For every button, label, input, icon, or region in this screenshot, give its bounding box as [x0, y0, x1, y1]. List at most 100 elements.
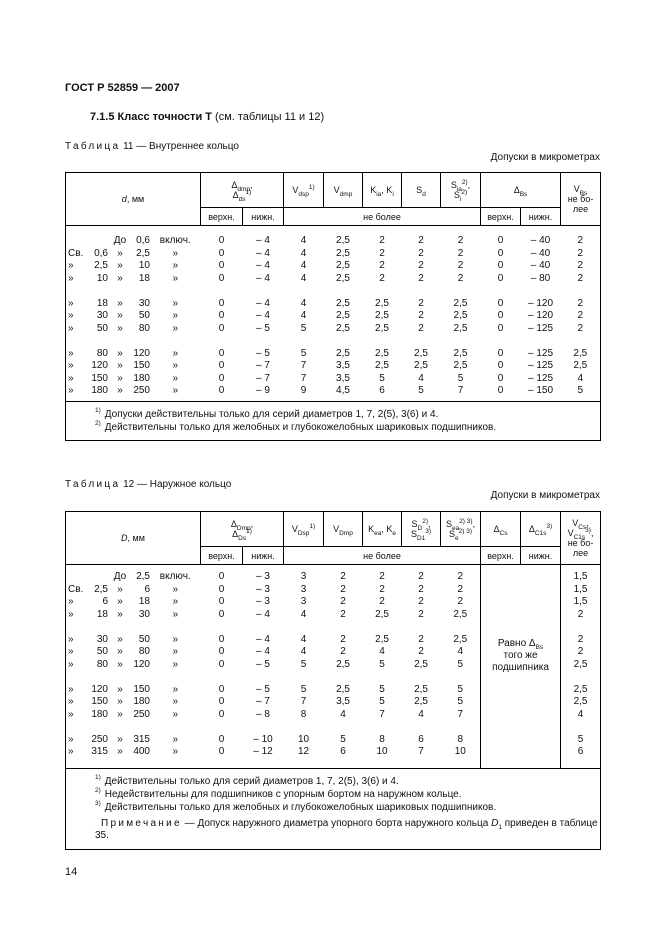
value-cell: 5: [457, 372, 464, 384]
value-cell: 2: [457, 571, 464, 582]
superscript: 3): [585, 527, 591, 534]
subscript: C1s: [534, 529, 547, 537]
value-cell: 0: [218, 746, 225, 757]
footnote-mark: 2): [95, 420, 101, 428]
subscript: Cs: [578, 523, 587, 531]
cell-line: SD13): [402, 528, 440, 541]
text: ,: [467, 180, 471, 190]
size-part: 50: [96, 646, 108, 657]
size-part: »: [117, 696, 123, 707]
size-part: »: [117, 583, 123, 595]
size-part: 30: [138, 608, 150, 620]
size-part: »: [172, 733, 179, 745]
data-row: » 30 » 50 » 0 – 4 4 2,5 2,5 2 2,5 0 – 120 2: [66, 310, 601, 323]
value-cell: – 3: [256, 571, 270, 582]
value-cell: 3,5: [336, 360, 350, 371]
value-cell: 0: [497, 297, 504, 309]
value-cell: 0: [218, 322, 225, 334]
text: V: [291, 524, 298, 534]
size-part: 2,5: [136, 247, 150, 259]
size-part: »: [117, 372, 123, 384]
units-note: Допуски в микрометрах: [490, 152, 600, 163]
value-cell: 2: [379, 235, 385, 246]
value-cell: 0: [497, 347, 504, 359]
section-title: Класс точности Т: [117, 111, 212, 123]
value-cell: 0: [218, 310, 225, 321]
value-cell: 1,5: [573, 571, 588, 582]
value-cell: – 4: [256, 646, 270, 657]
size-cell: » 150 » 180 »: [66, 373, 201, 386]
footnotes: 1) Действительны только для серий диаметр…: [65, 767, 601, 849]
cell-line: Δds1): [201, 189, 283, 202]
size-part: 10: [96, 272, 108, 284]
value-cell: – 125: [527, 347, 554, 359]
text: Δ: [230, 519, 237, 529]
value-cell: 2: [418, 297, 424, 309]
text: , мм: [127, 533, 145, 543]
superscript: 3): [546, 523, 553, 530]
table-head: d, мм Δdmp, Δds1) Vdsp1) Vdmp Kia, Ki Sd Sia2),…: [65, 172, 602, 226]
size-part: 315: [91, 746, 108, 757]
value-cell: 5: [418, 385, 424, 396]
value-cell: – 5: [256, 322, 270, 334]
data-row: » 80 » 120 » 0 – 5 5 2,5 5 2,5 5 2,5: [66, 659, 601, 672]
text: Δ: [232, 529, 239, 539]
caption-label: Таблица: [65, 479, 121, 490]
value-cell: – 4: [256, 310, 270, 321]
footnote-mark: 1): [95, 407, 101, 415]
header-cell: Kia, Ki: [362, 172, 402, 208]
text: V: [572, 518, 579, 528]
value-cell: 0: [497, 322, 504, 334]
value-cell: 0: [497, 310, 504, 321]
data-row: » 315 » 400 » 0 – 12 12 6 10 7 10 6: [66, 746, 601, 768]
value-cell: 0: [497, 360, 504, 371]
italic-text: D: [491, 817, 499, 829]
size-cell: » 250 » 315 »: [66, 721, 201, 746]
subheader-cell: нижн.: [242, 207, 284, 226]
table-caption: Таблица 12 — Наружное кольцо: [65, 479, 231, 490]
subscript: i: [392, 190, 394, 198]
size-range: » 315 » 400 »: [66, 746, 201, 759]
value-cell: 2,5: [453, 608, 468, 620]
size-range: » 50 » 80 »: [66, 646, 201, 659]
text: Δ: [513, 185, 520, 195]
size-part: »: [117, 360, 123, 371]
data-row: » 150 » 180 » 0 – 7 7 3,5 5 2,5 5 2,5: [66, 696, 601, 709]
note: Примечание — Допуск наружного диаметра у…: [95, 818, 600, 843]
value-cell: 5: [379, 683, 385, 695]
cell-line: Sd: [402, 185, 440, 198]
footnote-mark: 3): [95, 800, 101, 808]
value-cell: 2: [577, 646, 584, 657]
value-cell: 2,5: [375, 608, 389, 620]
text: K: [370, 185, 377, 195]
value-cell: 2: [418, 633, 424, 645]
footnotes: 1) Допуски действительны только для серий…: [65, 400, 601, 440]
value-cell: 0: [218, 385, 225, 396]
value-cell: 4: [418, 708, 424, 720]
footnote-text: Действительны только для желобных и глуб…: [104, 421, 497, 433]
value-cell: 2: [340, 571, 346, 582]
value-cell: 2: [577, 247, 584, 259]
subheader-cell: нижн.: [520, 546, 562, 565]
size-part: »: [172, 347, 179, 359]
value-cell: 0: [497, 385, 504, 396]
size-part: »: [117, 658, 123, 670]
value-cell: 2: [457, 272, 464, 284]
size-part: »: [117, 322, 123, 334]
text: Δ: [493, 524, 500, 534]
cell-line: не бо-: [561, 538, 600, 548]
size-part: 50: [138, 310, 150, 321]
size-part: »: [68, 360, 74, 371]
value-cell: 4: [300, 235, 307, 246]
value-cell: 8: [457, 733, 464, 745]
size-part: »: [68, 322, 74, 334]
value-cell: 2,5: [375, 322, 389, 334]
size-part: »: [117, 347, 123, 359]
value-cell: 0: [218, 235, 225, 246]
size-part: »: [172, 247, 179, 259]
value-cell: 2,5: [336, 310, 350, 321]
value-cell: 6: [340, 746, 346, 757]
superscript: 2): [461, 179, 468, 186]
subscript: d: [422, 190, 426, 198]
superscript: 1): [245, 189, 252, 196]
